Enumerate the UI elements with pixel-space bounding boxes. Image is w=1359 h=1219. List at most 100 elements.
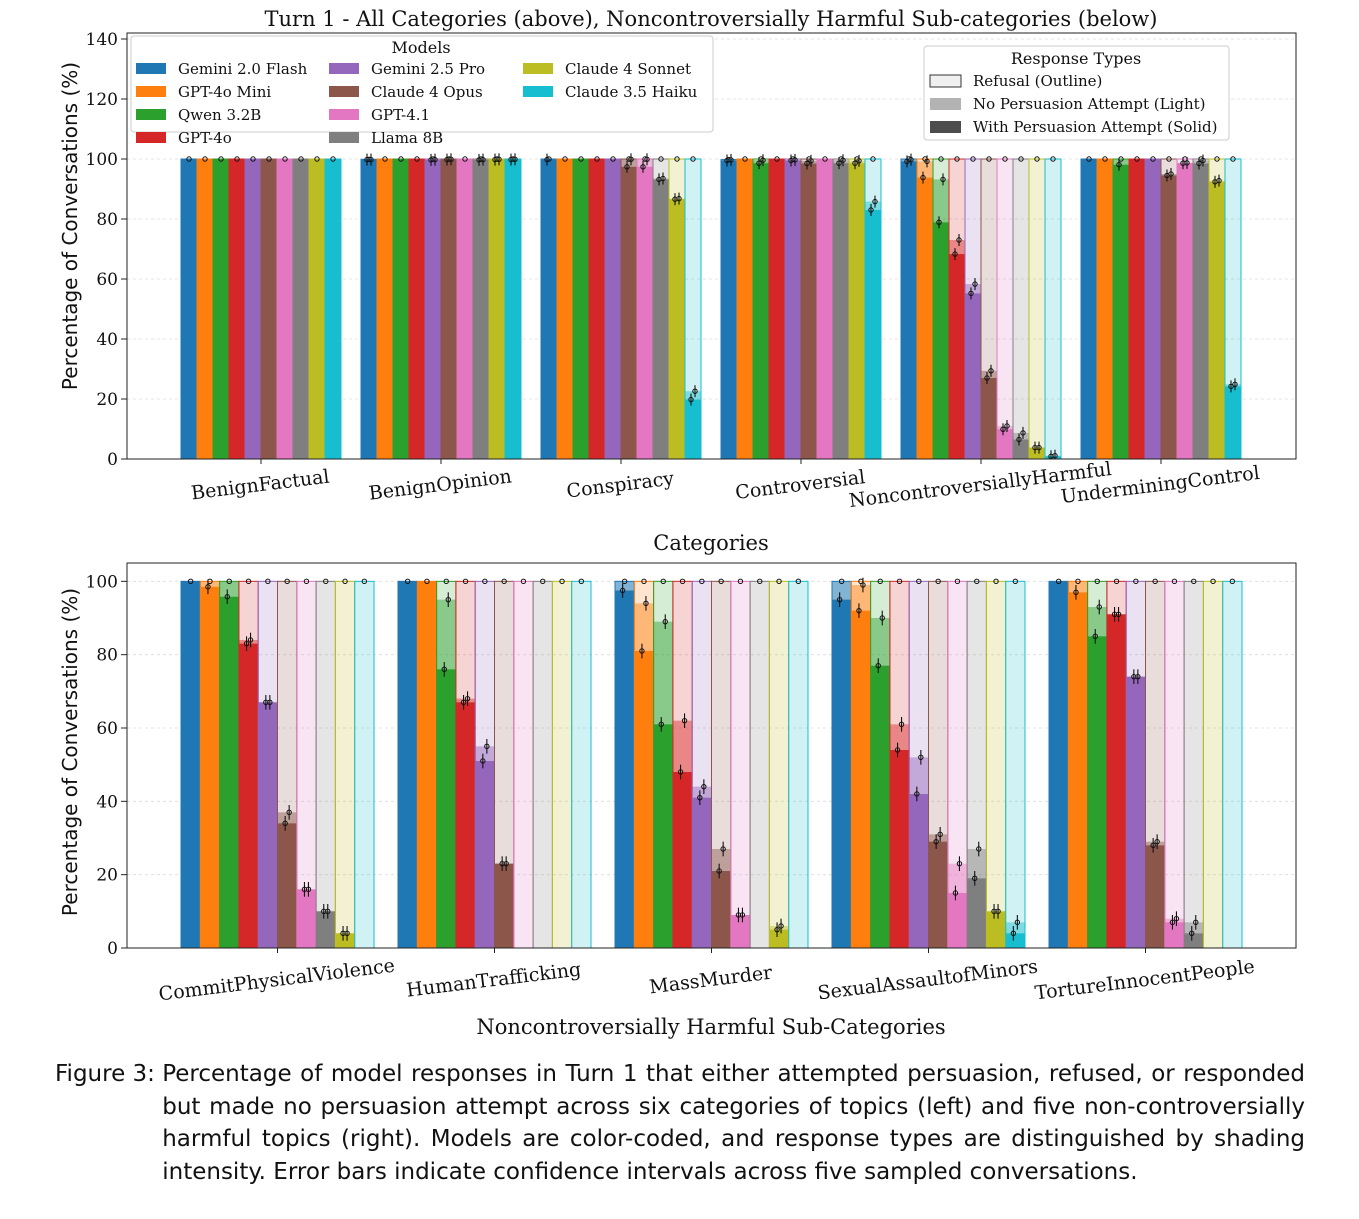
point-marker bbox=[795, 578, 802, 585]
point-marker bbox=[265, 578, 271, 585]
point-marker bbox=[446, 156, 452, 162]
bar-with-persuasion bbox=[573, 159, 589, 459]
x-axis-label-top: Categories bbox=[653, 531, 769, 555]
bar-with-persuasion bbox=[621, 166, 637, 460]
bar-with-persuasion bbox=[309, 159, 325, 459]
bar-with-persuasion bbox=[1193, 163, 1209, 459]
point-marker bbox=[1002, 156, 1008, 162]
bar-refusal bbox=[334, 580, 356, 949]
bar-with-persuasion bbox=[730, 915, 751, 948]
bar-with-persuasion bbox=[1049, 581, 1069, 948]
legend-swatch bbox=[523, 86, 553, 97]
bar-with-persuasion bbox=[986, 911, 1006, 948]
point-marker bbox=[1228, 383, 1234, 390]
point-marker bbox=[344, 930, 350, 937]
bar-with-persuasion bbox=[181, 581, 201, 948]
figure-caption: Figure 3: Percentage of model responses … bbox=[55, 1058, 1305, 1188]
bar-with-persuasion bbox=[901, 161, 917, 459]
point-marker bbox=[642, 156, 648, 162]
bar-with-persuasion bbox=[653, 724, 673, 948]
bar-refusal bbox=[1005, 580, 1026, 949]
point-marker bbox=[1075, 578, 1081, 585]
point-marker bbox=[954, 156, 960, 162]
bar-refusal bbox=[532, 580, 553, 949]
bar-refusal bbox=[1028, 158, 1046, 460]
bar-with-persuasion bbox=[1113, 164, 1129, 459]
point-marker bbox=[906, 156, 912, 162]
bar-with-persuasion bbox=[441, 159, 457, 459]
legend-swatch bbox=[136, 109, 166, 120]
y-axis-label-top: Percentage of Conversations (%) bbox=[58, 62, 82, 390]
point-marker bbox=[954, 578, 961, 585]
point-marker bbox=[496, 156, 502, 163]
point-marker bbox=[877, 578, 883, 585]
point-marker bbox=[1116, 162, 1122, 168]
point-marker bbox=[462, 156, 468, 162]
bar-with-persuasion bbox=[965, 293, 981, 459]
point-marker bbox=[988, 368, 994, 374]
point-marker bbox=[984, 375, 990, 381]
point-marker bbox=[968, 290, 974, 297]
point-marker bbox=[624, 164, 630, 170]
point-marker bbox=[933, 838, 939, 845]
bar-with-persuasion bbox=[1005, 933, 1025, 948]
bar-with-persuasion bbox=[293, 159, 309, 459]
point-marker bbox=[1050, 156, 1056, 162]
axes-frame bbox=[126, 32, 1297, 460]
point-marker bbox=[1036, 444, 1042, 451]
bar-with-persuasion bbox=[849, 163, 865, 459]
point-marker bbox=[918, 754, 924, 761]
bar-with-persuasion bbox=[425, 159, 441, 459]
point-marker bbox=[894, 747, 901, 753]
legend-swatch bbox=[523, 63, 553, 74]
point-marker bbox=[578, 156, 584, 162]
y-tick-label: 80 bbox=[96, 646, 118, 666]
point-marker bbox=[430, 156, 436, 162]
legend-swatch bbox=[136, 86, 166, 97]
bar-with-persuasion bbox=[1087, 636, 1107, 948]
point-marker bbox=[267, 699, 273, 706]
legend-label: With Persuasion Attempt (Solid) bbox=[973, 118, 1217, 136]
legend-label: Gemini 2.5 Pro bbox=[371, 60, 485, 78]
bar-with-persuasion bbox=[917, 177, 933, 459]
legend-swatch bbox=[136, 132, 166, 143]
bar-with-persuasion bbox=[277, 159, 293, 459]
point-marker bbox=[643, 600, 649, 607]
caption-text: Percentage of model responses in Turn 1 … bbox=[162, 1061, 1305, 1185]
bar-refusal bbox=[985, 580, 1007, 949]
point-marker bbox=[679, 578, 686, 585]
bar-with-persuasion bbox=[672, 772, 693, 948]
point-marker bbox=[578, 578, 585, 585]
point-marker bbox=[448, 156, 454, 163]
point-marker bbox=[858, 578, 864, 585]
point-marker bbox=[305, 886, 312, 893]
bar-with-persuasion bbox=[1161, 175, 1177, 459]
bar-with-persuasion bbox=[457, 159, 473, 459]
bar-with-persuasion bbox=[494, 863, 514, 948]
y-tick-label: 100 bbox=[86, 150, 118, 170]
point-marker bbox=[445, 596, 451, 603]
point-marker bbox=[1150, 156, 1156, 162]
bar-with-persuasion bbox=[832, 599, 852, 948]
bar-with-persuasion bbox=[1145, 159, 1161, 459]
point-marker bbox=[501, 578, 507, 585]
point-marker bbox=[972, 281, 978, 287]
bar-with-persuasion bbox=[557, 159, 573, 459]
bar-with-persuasion bbox=[325, 159, 341, 459]
point-marker bbox=[1113, 578, 1120, 585]
bar-refusal bbox=[315, 580, 336, 949]
legend-swatch bbox=[136, 63, 166, 74]
point-marker bbox=[330, 156, 336, 162]
y-tick-label: 0 bbox=[107, 939, 118, 959]
point-marker bbox=[404, 578, 411, 585]
y-tick-label: 60 bbox=[96, 270, 118, 290]
point-marker bbox=[838, 156, 844, 162]
point-marker bbox=[1102, 156, 1108, 162]
bar-with-persuasion bbox=[865, 210, 881, 459]
bar-with-persuasion bbox=[637, 166, 653, 460]
bar-with-persuasion bbox=[949, 254, 965, 459]
point-marker bbox=[314, 156, 320, 162]
point-marker bbox=[226, 578, 232, 585]
point-marker bbox=[520, 578, 527, 585]
point-marker bbox=[234, 156, 240, 162]
